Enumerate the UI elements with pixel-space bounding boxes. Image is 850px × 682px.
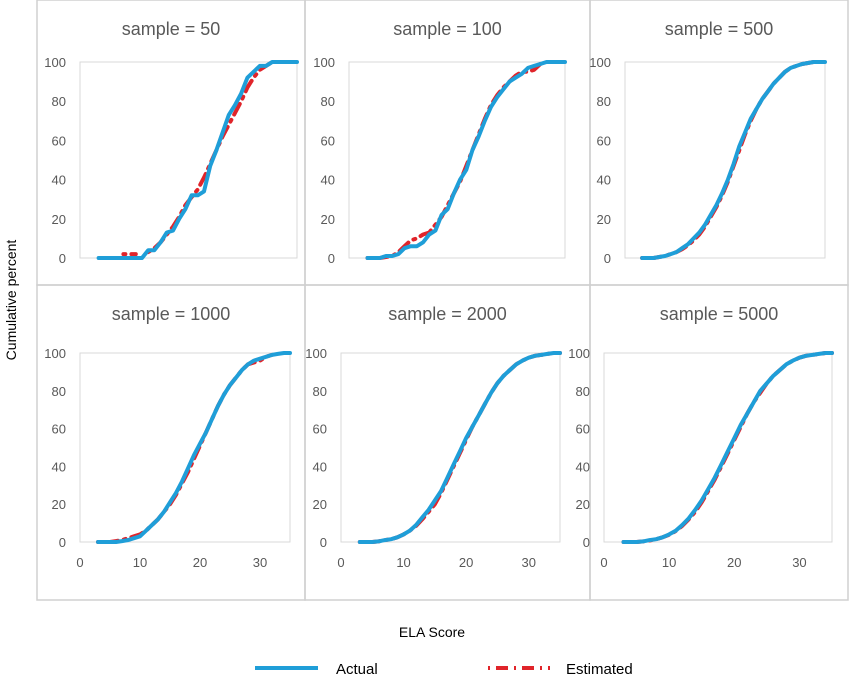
y-tick-label: 20 <box>52 212 66 227</box>
y-tick-label: 0 <box>320 535 327 550</box>
x-tick-label: 30 <box>792 555 806 570</box>
x-tick-label: 10 <box>396 555 410 570</box>
y-tick-label: 60 <box>576 422 590 437</box>
actual-series-line <box>621 351 834 544</box>
y-tick-label: 80 <box>597 94 611 109</box>
panel-border <box>304 284 591 601</box>
y-tick-label: 20 <box>597 212 611 227</box>
actual-series-line <box>96 60 299 260</box>
panel-title: sample = 50 <box>122 19 221 39</box>
y-tick-label: 100 <box>44 55 66 70</box>
legend: Actual Estimated <box>255 661 633 678</box>
y-tick-label: 20 <box>576 497 590 512</box>
panel-4: sample = 1000 0 20 40 60 80 100 0 10 20 30 <box>36 284 306 601</box>
y-tick-label: 60 <box>313 422 327 437</box>
y-tick-label: 100 <box>305 346 327 361</box>
estimated-series-line <box>365 62 543 260</box>
x-axis-label: ELA Score <box>399 624 465 640</box>
x-tick-label: 0 <box>337 555 344 570</box>
panel-title: sample = 500 <box>665 19 774 39</box>
plot-area <box>340 352 561 543</box>
y-tick-label: 40 <box>52 459 66 474</box>
y-tick-label: 80 <box>576 384 590 399</box>
y-tick-label: 60 <box>52 422 66 437</box>
y-tick-label: 40 <box>576 459 590 474</box>
y-tick-label: 60 <box>321 133 335 148</box>
y-tick-label: 80 <box>52 384 66 399</box>
plot-area <box>348 61 566 259</box>
x-tick-label: 10 <box>133 555 147 570</box>
panel-border <box>304 0 591 286</box>
panel-5: sample = 2000 0 20 40 60 80 100 0 10 20 30 <box>304 284 591 601</box>
y-tick-label: 40 <box>321 173 335 188</box>
legend-estimated-label: Estimated <box>566 661 633 678</box>
panel-border <box>589 284 849 601</box>
actual-series-line <box>96 351 292 544</box>
plot-area <box>79 61 298 259</box>
estimated-series-line <box>121 60 275 257</box>
y-tick-label: 0 <box>583 535 590 550</box>
y-axis-label: Cumulative percent <box>3 240 19 361</box>
actual-series-line <box>365 60 567 260</box>
x-tick-label: 0 <box>600 555 607 570</box>
panel-6: sample = 5000 0 20 40 60 80 100 0 10 20 30 <box>568 284 849 601</box>
x-tick-label: 20 <box>193 555 207 570</box>
plot-area <box>624 61 826 259</box>
panel-title: sample = 100 <box>393 19 502 39</box>
y-tick-label: 80 <box>321 94 335 109</box>
y-tick-label: 60 <box>52 133 66 148</box>
x-tick-label: 20 <box>727 555 741 570</box>
x-tick-label: 0 <box>76 555 83 570</box>
y-tick-label: 100 <box>568 346 590 361</box>
y-tick-label: 20 <box>313 497 327 512</box>
y-tick-label: 40 <box>52 173 66 188</box>
estimated-series-line <box>96 352 274 544</box>
panel-border <box>36 0 306 286</box>
actual-series-line <box>357 351 562 544</box>
y-tick-label: 80 <box>52 94 66 109</box>
panel-border <box>36 284 306 601</box>
x-tick-label: 30 <box>253 555 267 570</box>
panel-1: sample = 50 0 20 40 60 80 100 <box>36 0 306 286</box>
legend-actual-label: Actual <box>336 661 378 678</box>
y-tick-label: 60 <box>597 133 611 148</box>
y-tick-label: 80 <box>313 384 327 399</box>
panel-2: sample = 100 0 20 40 60 80 100 <box>304 0 591 286</box>
y-tick-label: 100 <box>589 55 611 70</box>
x-tick-label: 30 <box>521 555 535 570</box>
panel-border <box>589 0 849 286</box>
y-tick-label: 0 <box>328 251 335 266</box>
y-tick-label: 100 <box>44 346 66 361</box>
panel-title: sample = 2000 <box>388 304 507 324</box>
x-tick-label: 10 <box>662 555 676 570</box>
plot-area <box>79 352 291 543</box>
x-tick-label: 20 <box>459 555 473 570</box>
plot-area <box>603 352 833 543</box>
y-tick-label: 0 <box>59 251 66 266</box>
panel-3: sample = 500 0 20 40 60 80 100 <box>589 0 849 286</box>
y-tick-label: 100 <box>313 55 335 70</box>
y-tick-label: 20 <box>321 212 335 227</box>
y-tick-label: 0 <box>604 251 611 266</box>
panel-title: sample = 5000 <box>660 304 779 324</box>
y-tick-label: 0 <box>59 535 66 550</box>
y-tick-label: 40 <box>313 459 327 474</box>
actual-series-line <box>640 60 827 260</box>
y-tick-label: 20 <box>52 497 66 512</box>
panel-title: sample = 1000 <box>112 304 231 324</box>
y-tick-label: 40 <box>597 173 611 188</box>
